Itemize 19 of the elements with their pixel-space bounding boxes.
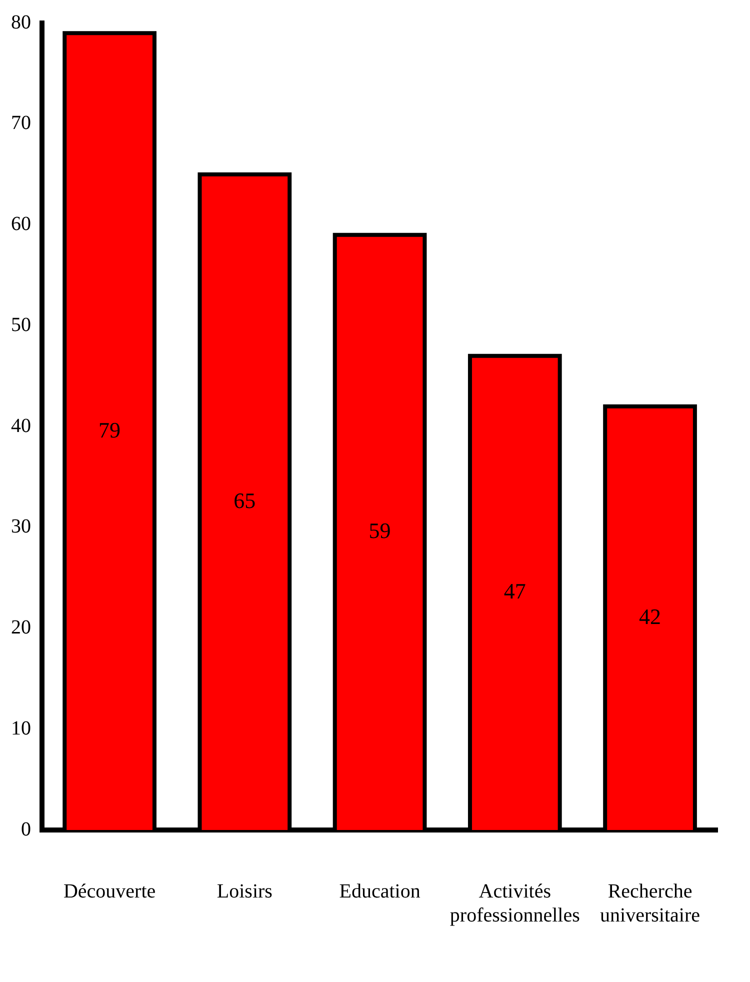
y-tick-label: 50 xyxy=(11,314,31,336)
y-tick-label: 20 xyxy=(11,616,31,638)
x-tick-label: Education xyxy=(339,880,420,902)
data-label: 79 xyxy=(98,417,121,442)
data-label: 42 xyxy=(639,604,662,629)
x-tick-label: Recherche universitaire xyxy=(600,880,700,926)
y-tick-label: 70 xyxy=(11,112,31,134)
x-tick-label: Activités professionnelles xyxy=(450,880,580,926)
y-tick-label: 0 xyxy=(21,818,31,840)
data-label: 65 xyxy=(234,488,256,513)
y-tick-label: 80 xyxy=(11,11,31,34)
data-label: 47 xyxy=(504,578,526,604)
x-tick-label: Découverte xyxy=(63,880,156,902)
y-tick-label: 40 xyxy=(11,414,31,437)
y-tick-label: 10 xyxy=(11,717,31,740)
y-tick-label: 60 xyxy=(11,213,31,235)
x-tick-label: Loisirs xyxy=(216,880,273,902)
y-tick-label: 30 xyxy=(11,516,31,538)
data-label: 59 xyxy=(368,518,391,544)
